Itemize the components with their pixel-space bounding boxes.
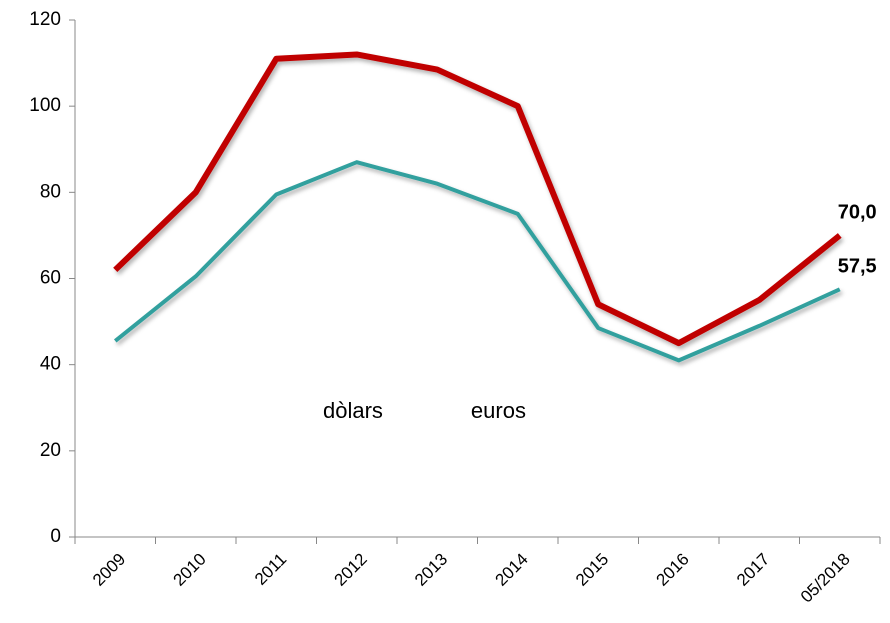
y-tick-label: 0 [50,526,61,547]
x-tick-label: 2013 [411,550,451,590]
data-label: 57,5 [838,256,877,278]
data-label: 70,0 [838,202,877,224]
y-tick-label: 100 [29,95,61,116]
series-line [113,160,841,363]
y-tick-label: 80 [40,181,61,202]
x-tick-label: 05/2018 [797,550,854,607]
y-tick-label: 20 [40,440,61,461]
x-tick-label: 2012 [331,550,371,590]
x-tick-label: 2017 [733,550,773,590]
y-tick-label: 40 [40,354,61,375]
x-tick-label: 2015 [572,550,612,590]
x-tick-label: 2014 [492,550,532,590]
legend-label: euros [471,398,526,423]
legend-label: dòlars [323,398,383,423]
x-tick-label: 2016 [653,550,693,590]
y-tick-label: 120 [29,9,61,30]
series-line [113,51,842,347]
x-tick-label: 2010 [170,550,210,590]
x-tick-label: 2009 [89,550,129,590]
x-tick-label: 2011 [251,550,290,589]
y-tick-label: 60 [40,268,61,289]
